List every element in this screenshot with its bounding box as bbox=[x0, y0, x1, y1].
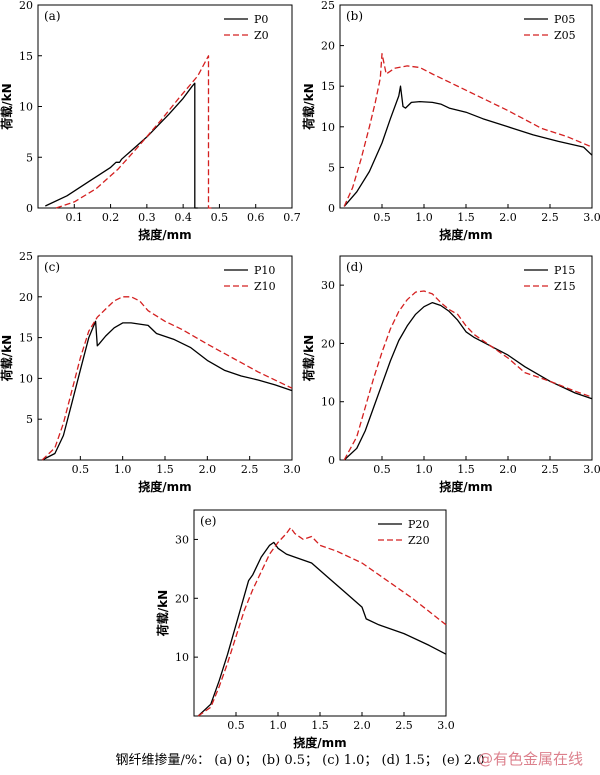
y-tick-label: 10 bbox=[19, 372, 33, 385]
series-line-p0 bbox=[45, 82, 198, 209]
x-tick-label: 0.4 bbox=[174, 211, 192, 224]
x-tick-label: 1.0 bbox=[269, 719, 287, 732]
y-tick-label: 0 bbox=[328, 202, 335, 215]
legend-label-z0: Z0 bbox=[254, 29, 269, 42]
legend-label-z05: Z05 bbox=[554, 29, 576, 42]
panel-label: (d) bbox=[346, 260, 363, 274]
x-tick-label: 0.5 bbox=[211, 211, 229, 224]
panel-label: (a) bbox=[44, 9, 61, 23]
series-line-p05 bbox=[343, 85, 593, 207]
x-tick-label: 3.0 bbox=[583, 211, 600, 224]
x-tick-label: 2.0 bbox=[199, 463, 217, 476]
x-tick-label: 3.0 bbox=[437, 719, 455, 732]
x-tick-label: 0.5 bbox=[227, 719, 245, 732]
chart-panel-3: 0.5 1.0 1.5 2.0 2.5 3.0 5 10 15 20 25 挠度/mm 荷载/kN (c)… bbox=[0, 250, 301, 494]
x-tick-label: 1.5 bbox=[457, 211, 475, 224]
x-axis-label: 挠度/mm bbox=[439, 479, 492, 494]
x-tick-label: 1.0 bbox=[114, 463, 132, 476]
y-tick-label: 5 bbox=[26, 151, 33, 164]
series-line-z15 bbox=[343, 290, 593, 461]
chart-panel-5: 0.5 1.0 1.5 2.0 2.5 3.0 10 20 30 挠度/mm 荷载/kN (e) P20… bbox=[155, 509, 455, 750]
y-tick-label: 15 bbox=[321, 80, 335, 93]
chart-panel-4: 0.5 1.0 1.5 2.0 2.5 3.0 0 10 20 30 挠度/mm 荷载/kN (d) P1… bbox=[301, 255, 600, 494]
panel-label: (c) bbox=[44, 260, 60, 274]
x-tick-label: 1.5 bbox=[457, 463, 475, 476]
y-tick-label: 5 bbox=[26, 413, 33, 426]
x-axis-label: 挠度/mm bbox=[439, 227, 492, 242]
y-tick-label: 30 bbox=[321, 279, 335, 292]
figure-caption: 钢纤维掺量/%： (a) 0； (b) 0.5； (c) 1.0； (d) 1.… bbox=[115, 753, 485, 768]
y-tick-label: 0 bbox=[328, 454, 335, 467]
series-line-z0 bbox=[55, 55, 212, 209]
x-tick-label: 0.5 bbox=[373, 463, 391, 476]
x-tick-label: 1.0 bbox=[415, 463, 433, 476]
y-tick-label: 10 bbox=[175, 651, 189, 664]
y-axis-label: 荷载/kN bbox=[0, 335, 14, 382]
y-tick-label: 25 bbox=[321, 0, 335, 12]
x-tick-label: 0.3 bbox=[138, 211, 156, 224]
legend-label-z10: Z10 bbox=[254, 280, 276, 293]
x-tick-label: 2.5 bbox=[241, 463, 259, 476]
x-axis-label: 挠度/mm bbox=[138, 479, 191, 494]
x-tick-label: 0.5 bbox=[373, 211, 391, 224]
y-tick-label: 10 bbox=[321, 396, 335, 409]
x-tick-label: 2.0 bbox=[499, 211, 517, 224]
x-tick-label: 2.0 bbox=[499, 463, 517, 476]
x-tick-label: 0.2 bbox=[102, 211, 120, 224]
x-tick-label: 1.0 bbox=[415, 211, 433, 224]
x-tick-label: 2.5 bbox=[541, 211, 559, 224]
panel-label: (e) bbox=[200, 514, 216, 528]
x-tick-label: 2.5 bbox=[395, 719, 413, 732]
x-axis-label: 挠度/mm bbox=[138, 227, 191, 242]
y-axis-label: 荷载/kN bbox=[301, 83, 316, 130]
legend-label-p15: P15 bbox=[554, 264, 575, 277]
legend-label-p20: P20 bbox=[408, 518, 429, 531]
y-axis-label: 荷载/kN bbox=[155, 590, 170, 637]
y-tick-label: 10 bbox=[19, 101, 33, 114]
y-tick-label: 20 bbox=[19, 291, 33, 304]
series-line-p10 bbox=[41, 320, 293, 461]
x-tick-label: 0.7 bbox=[283, 211, 301, 224]
x-tick-label: 0.6 bbox=[247, 211, 265, 224]
series-line-z05 bbox=[343, 53, 593, 207]
series-line-p20 bbox=[197, 541, 447, 717]
x-tick-label: 3.0 bbox=[283, 463, 301, 476]
y-tick-label: 20 bbox=[175, 592, 189, 605]
panel-label: (b) bbox=[346, 9, 363, 23]
legend-label-p10: P10 bbox=[254, 264, 275, 277]
y-tick-label: 30 bbox=[175, 533, 189, 546]
x-tick-label: 0.5 bbox=[72, 463, 90, 476]
series-line-z10 bbox=[41, 296, 293, 461]
y-axis-label: 荷载/kN bbox=[0, 83, 14, 130]
y-tick-label: 10 bbox=[321, 121, 335, 134]
y-tick-label: 20 bbox=[321, 40, 335, 53]
x-tick-label: 2.5 bbox=[541, 463, 559, 476]
x-axis-label: 挠度/mm bbox=[293, 735, 346, 750]
y-tick-label: 0 bbox=[26, 202, 33, 215]
series-line-p15 bbox=[343, 301, 593, 461]
x-tick-label: 1.5 bbox=[156, 463, 174, 476]
x-tick-label: 0.1 bbox=[66, 211, 84, 224]
y-tick-label: 20 bbox=[321, 337, 335, 350]
x-tick-label: 2.0 bbox=[353, 719, 371, 732]
y-tick-label: 5 bbox=[328, 161, 335, 174]
x-tick-label: 1.5 bbox=[311, 719, 329, 732]
watermark: @有色金属在线 bbox=[478, 750, 584, 768]
y-axis-label: 荷载/kN bbox=[301, 335, 316, 382]
y-tick-label: 15 bbox=[19, 332, 33, 345]
chart-panel-2: 0.5 1.0 1.5 2.0 2.5 3.0 0 5 10 15 20 25 挠度/mm 荷载/kN (b… bbox=[301, 0, 600, 242]
legend-label-p05: P05 bbox=[554, 13, 575, 26]
series-line-z20 bbox=[197, 527, 447, 717]
legend-label-z20: Z20 bbox=[408, 534, 430, 547]
y-tick-label: 20 bbox=[19, 0, 33, 12]
y-tick-label: 25 bbox=[19, 250, 33, 263]
x-tick-label: 3.0 bbox=[583, 463, 600, 476]
chart-panel-1: 0.1 0.2 0.3 0.4 0.5 0.6 0.7 0 5 10 15 20 挠度/mm 荷载/kN (… bbox=[0, 0, 301, 242]
legend-label-z15: Z15 bbox=[554, 280, 576, 293]
y-tick-label: 15 bbox=[19, 50, 33, 63]
legend-label-p0: P0 bbox=[254, 13, 268, 26]
